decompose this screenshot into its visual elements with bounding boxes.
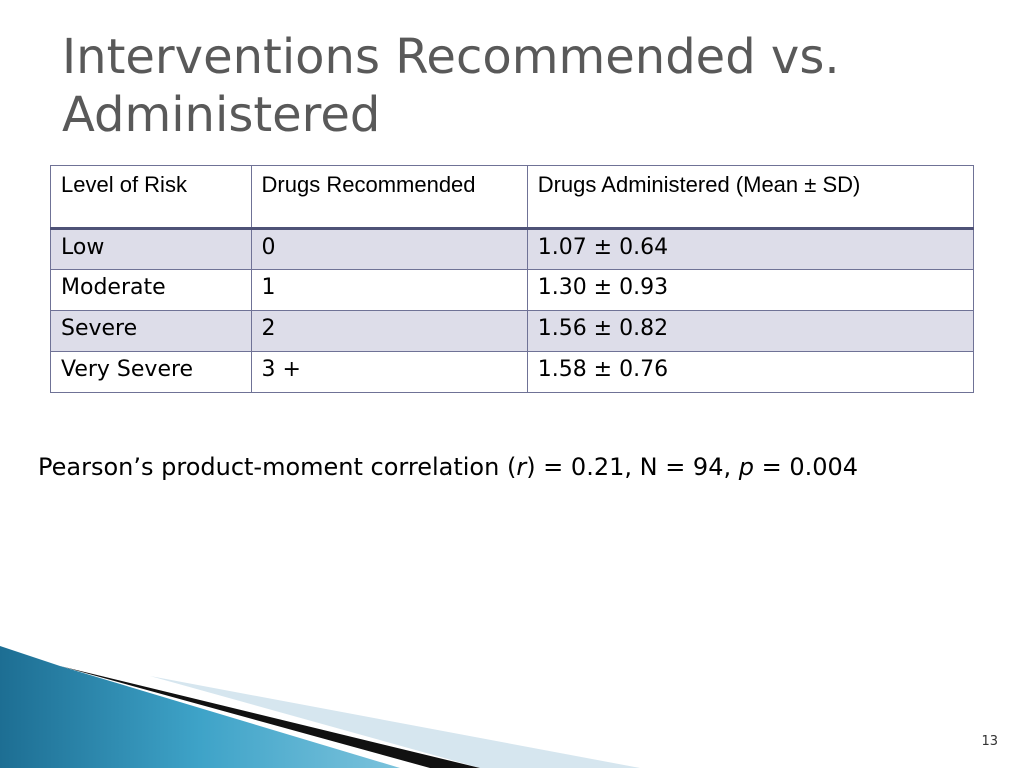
header-drugs-recommended: Drugs Recommended bbox=[250, 165, 528, 230]
table-header-row: Level of Risk Drugs Recommended Drugs Ad… bbox=[50, 165, 975, 230]
cell-drugs-recommended: 2 bbox=[250, 310, 528, 352]
correlation-prefix: Pearson’s product-moment correlation ( bbox=[38, 453, 517, 481]
cell-risk-level: Moderate bbox=[50, 269, 252, 311]
r-symbol: r bbox=[516, 453, 527, 481]
decorative-swoosh bbox=[0, 646, 1024, 768]
table-row: Moderate 1 1.30 ± 0.93 bbox=[50, 269, 975, 311]
cell-drugs-administered: 1.30 ± 0.93 bbox=[526, 269, 975, 311]
cell-risk-level: Very Severe bbox=[50, 351, 252, 393]
correlation-statement: Pearson’s product-moment correlation (r)… bbox=[38, 451, 998, 483]
table-row: Very Severe 3 + 1.58 ± 0.76 bbox=[50, 351, 975, 393]
risk-table: Level of Risk Drugs Recommended Drugs Ad… bbox=[50, 165, 975, 393]
cell-drugs-administered: 1.58 ± 0.76 bbox=[526, 351, 975, 393]
cell-risk-level: Severe bbox=[50, 310, 252, 352]
cell-drugs-recommended: 1 bbox=[250, 269, 528, 311]
slide-number: 13 bbox=[981, 734, 998, 749]
cell-drugs-recommended: 0 bbox=[250, 228, 528, 270]
cell-risk-level: Low bbox=[50, 228, 252, 270]
header-drugs-administered: Drugs Administered (Mean ± SD) bbox=[526, 165, 975, 230]
table-row: Low 0 1.07 ± 0.64 bbox=[50, 228, 975, 270]
cell-drugs-recommended: 3 + bbox=[250, 351, 528, 393]
correlation-r-value: ) = 0.21, N = 94, bbox=[526, 453, 739, 481]
p-symbol: p bbox=[738, 453, 754, 481]
header-level-of-risk: Level of Risk bbox=[50, 165, 252, 230]
slide-title: Interventions Recommended vs. Administer… bbox=[62, 29, 840, 143]
correlation-p-value: = 0.004 bbox=[753, 453, 859, 481]
cell-drugs-administered: 1.07 ± 0.64 bbox=[526, 228, 975, 270]
table-row: Severe 2 1.56 ± 0.82 bbox=[50, 310, 975, 352]
cell-drugs-administered: 1.56 ± 0.82 bbox=[526, 310, 975, 352]
